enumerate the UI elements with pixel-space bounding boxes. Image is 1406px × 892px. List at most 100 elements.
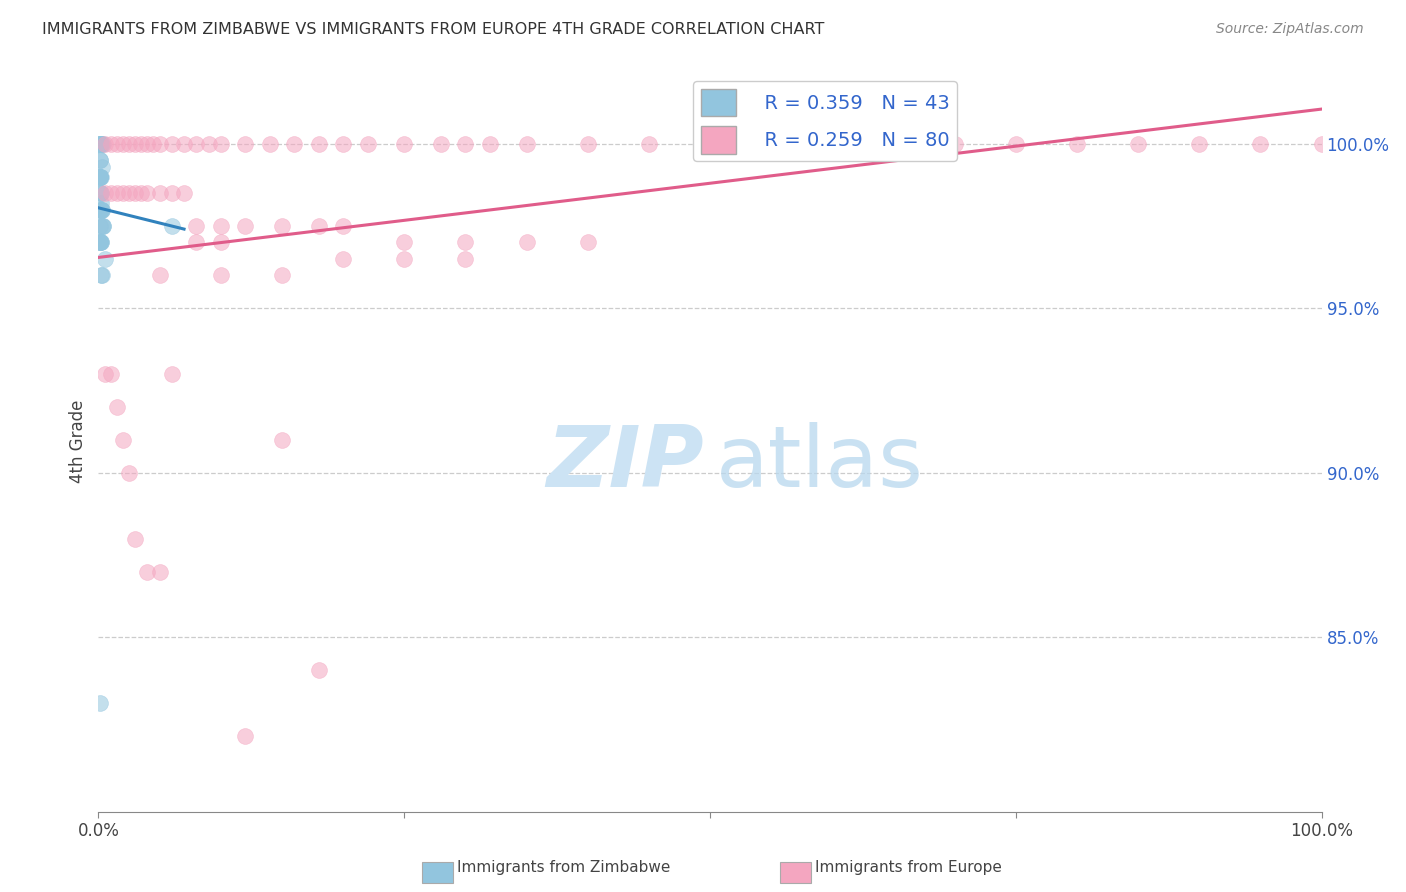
Point — [89, 235, 111, 250]
Point — [90, 202, 112, 217]
Point — [392, 235, 416, 250]
Point — [90, 235, 112, 250]
Point — [332, 252, 354, 266]
Point — [149, 268, 172, 283]
Point — [1066, 136, 1088, 151]
Point — [105, 400, 128, 414]
Point — [454, 235, 477, 250]
Point — [1249, 136, 1271, 151]
Point — [90, 136, 112, 151]
Point — [186, 235, 208, 250]
Point — [89, 169, 111, 184]
Point — [197, 136, 219, 151]
Point — [91, 219, 114, 233]
Point — [761, 136, 783, 151]
Point — [186, 219, 208, 233]
Point — [111, 433, 134, 447]
Point — [209, 136, 232, 151]
Legend:   R = 0.359   N = 43,   R = 0.259   N = 80: R = 0.359 N = 43, R = 0.259 N = 80 — [693, 81, 957, 161]
Point — [89, 153, 111, 168]
Point — [129, 136, 152, 151]
Point — [90, 186, 112, 200]
Point — [89, 202, 111, 217]
Point — [149, 186, 172, 200]
Y-axis label: 4th Grade: 4th Grade — [69, 400, 87, 483]
Point — [259, 136, 281, 151]
Point — [149, 565, 172, 579]
Point — [821, 136, 844, 151]
Text: Immigrants from Europe: Immigrants from Europe — [815, 860, 1002, 874]
Point — [136, 136, 159, 151]
Point — [89, 136, 111, 151]
Point — [91, 136, 114, 151]
Point — [308, 663, 330, 677]
Point — [136, 565, 159, 579]
Point — [89, 169, 111, 184]
Point — [89, 219, 111, 233]
Point — [89, 169, 111, 184]
Point — [100, 186, 122, 200]
Point — [90, 196, 112, 211]
Point — [90, 136, 112, 151]
Point — [91, 202, 114, 217]
Point — [89, 136, 111, 151]
Point — [515, 235, 537, 250]
Point — [89, 136, 111, 151]
Point — [93, 367, 115, 381]
Text: IMMIGRANTS FROM ZIMBABWE VS IMMIGRANTS FROM EUROPE 4TH GRADE CORRELATION CHART: IMMIGRANTS FROM ZIMBABWE VS IMMIGRANTS F… — [42, 22, 824, 37]
Point — [1128, 136, 1150, 151]
Point — [89, 202, 111, 217]
Point — [308, 136, 330, 151]
Point — [90, 186, 112, 200]
Point — [392, 136, 416, 151]
Point — [89, 153, 111, 168]
Point — [89, 235, 111, 250]
Point — [90, 235, 112, 250]
Point — [1310, 136, 1333, 151]
Point — [105, 186, 128, 200]
Point — [186, 136, 208, 151]
Text: ZIP: ZIP — [547, 422, 704, 505]
Point — [209, 268, 232, 283]
Point — [160, 219, 183, 233]
Point — [100, 136, 122, 151]
Point — [332, 219, 354, 233]
Point — [160, 367, 183, 381]
Point — [308, 219, 330, 233]
Point — [89, 696, 111, 710]
Point — [233, 729, 256, 743]
Point — [173, 186, 195, 200]
Text: Immigrants from Zimbabwe: Immigrants from Zimbabwe — [457, 860, 671, 874]
Point — [90, 268, 112, 283]
Point — [270, 268, 294, 283]
Point — [91, 202, 114, 217]
Point — [118, 136, 141, 151]
Point — [89, 186, 111, 200]
Point — [91, 219, 114, 233]
Point — [638, 136, 661, 151]
Point — [91, 268, 114, 283]
Point — [430, 136, 453, 151]
Point — [160, 186, 183, 200]
Point — [576, 235, 599, 250]
Point — [93, 252, 115, 266]
Point — [173, 136, 195, 151]
Point — [118, 466, 141, 480]
Point — [576, 136, 599, 151]
Point — [478, 136, 501, 151]
Point — [392, 252, 416, 266]
Text: atlas: atlas — [716, 422, 924, 505]
Point — [233, 219, 256, 233]
Point — [1004, 136, 1026, 151]
Point — [883, 136, 905, 151]
Point — [100, 367, 122, 381]
Point — [124, 532, 146, 546]
Point — [89, 235, 111, 250]
Point — [209, 219, 232, 233]
Point — [89, 235, 111, 250]
Text: Source: ZipAtlas.com: Source: ZipAtlas.com — [1216, 22, 1364, 37]
Point — [89, 169, 111, 184]
Point — [90, 169, 112, 184]
Point — [129, 186, 152, 200]
Point — [699, 136, 721, 151]
